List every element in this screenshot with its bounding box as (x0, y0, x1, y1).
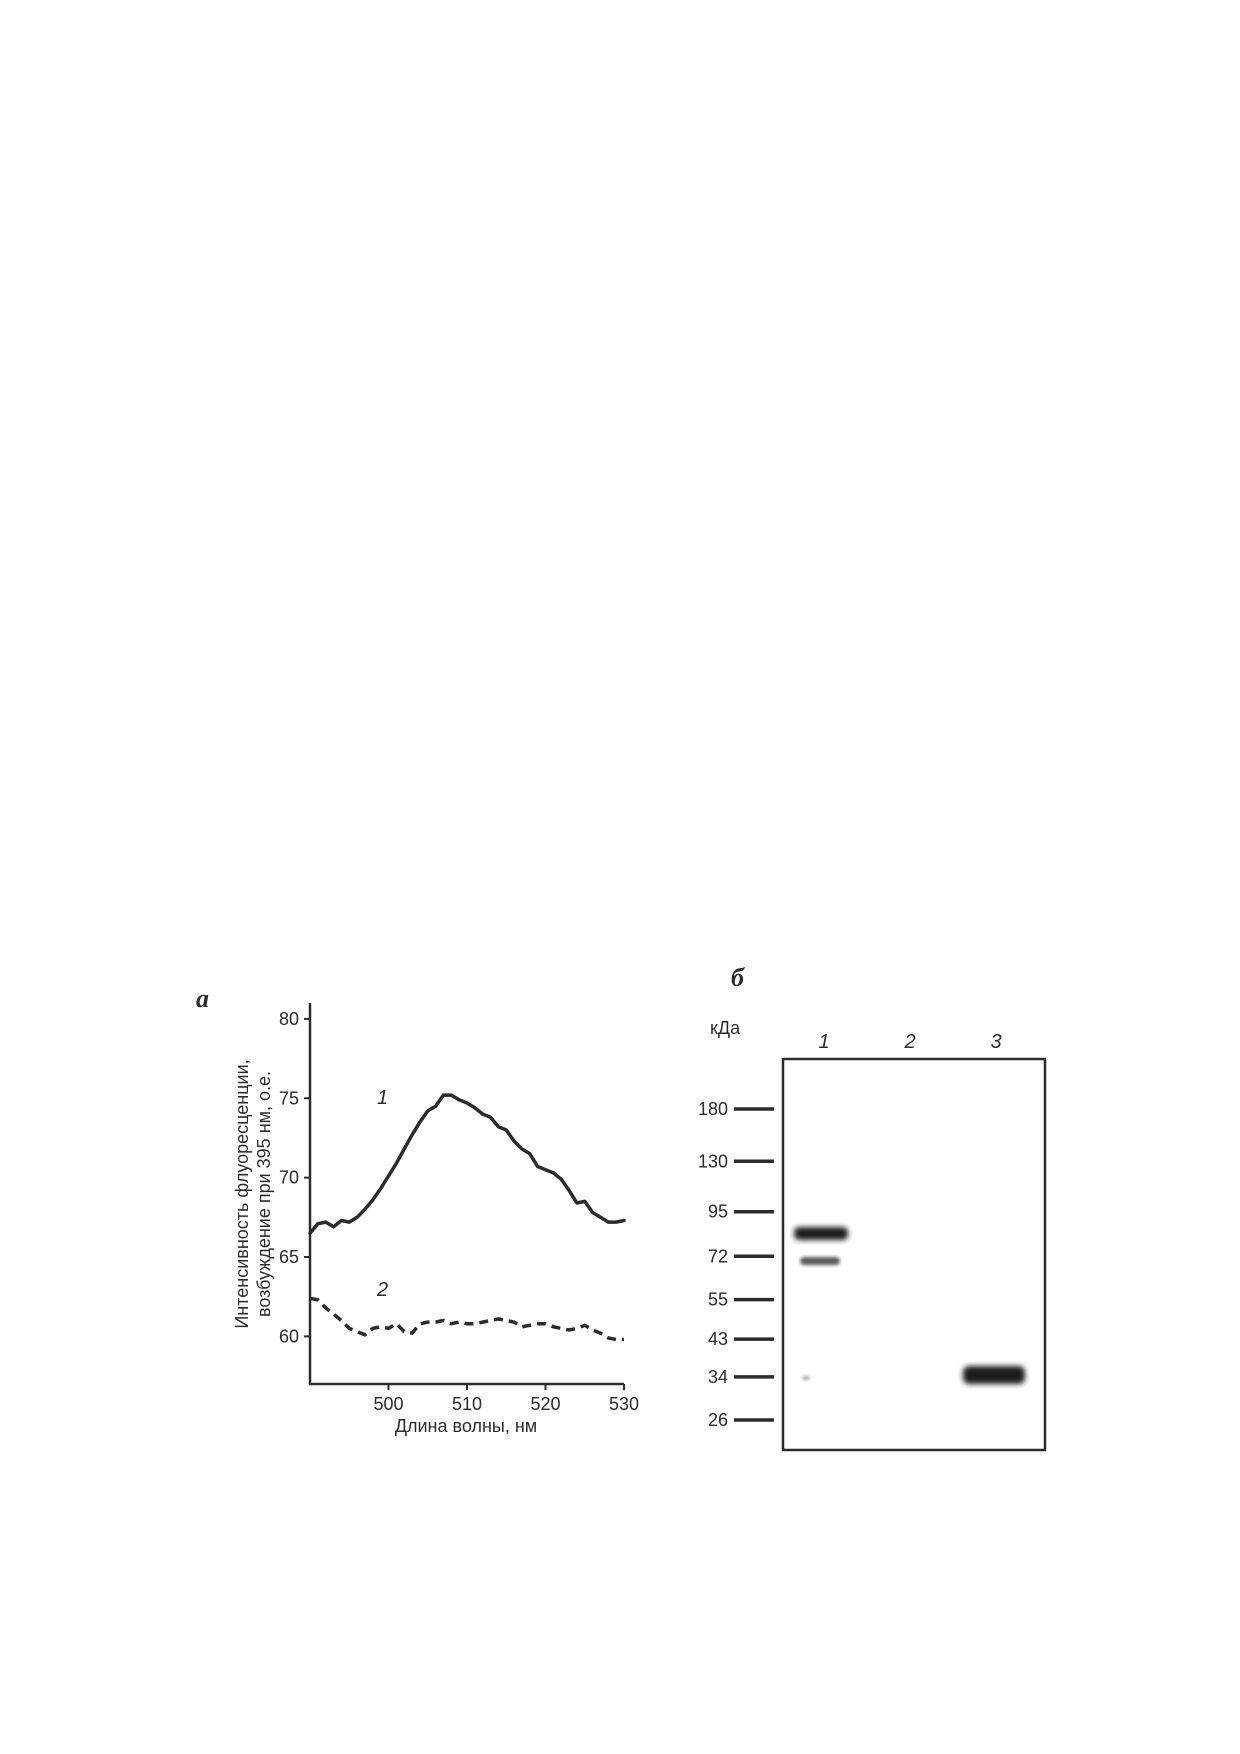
marker-label: 95 (708, 1202, 728, 1222)
series-2-line (309, 1296, 624, 1342)
marker-label: 72 (708, 1246, 728, 1266)
band-lane-1-strong (794, 1227, 848, 1240)
panel-a-letter: а (196, 984, 209, 1013)
lane-label-2: 2 (903, 1031, 915, 1053)
lane-label-1: 1 (818, 1031, 829, 1053)
y-tick-label: 75 (279, 1088, 299, 1108)
gel-frame (781, 1057, 1047, 1452)
x-tick-label: 500 (373, 1394, 403, 1414)
x-tick-label: 530 (609, 1394, 639, 1414)
x-tick-label: 510 (452, 1394, 482, 1414)
gel-blot: б кДа 1 2 3 180 130 95 72 55 43 34 26 (698, 963, 1047, 1452)
gel-bands (794, 1227, 1025, 1384)
marker-label: 34 (708, 1367, 728, 1387)
spectrum-chart: а 60 65 70 75 80 500 510 520 530 1 2 Длина волн… (196, 984, 639, 1436)
band-lane-3-strong (963, 1366, 1025, 1384)
x-ticks: 500 510 520 530 (373, 1384, 639, 1414)
series-2-label: 2 (376, 1279, 388, 1301)
lane-label-3: 3 (990, 1031, 1001, 1053)
band-lane-1-weak (800, 1257, 840, 1265)
y-axis-title-line-2: возбуждение при 395 нм, о.е. (254, 1071, 274, 1317)
marker-label: 26 (708, 1410, 728, 1430)
y-tick-label: 70 (279, 1168, 299, 1188)
gel-markers: 180 130 95 72 55 43 34 26 (698, 1099, 774, 1430)
series-1-line (308, 1093, 626, 1235)
band-lane-1-trace (802, 1376, 810, 1380)
marker-label: 180 (698, 1099, 728, 1119)
y-tick-label: 80 (279, 1009, 299, 1029)
y-tick-label: 60 (279, 1326, 299, 1346)
marker-label: 130 (698, 1151, 728, 1171)
x-axis-title: Длина волны, нм (395, 1416, 537, 1436)
series-1-label: 1 (377, 1087, 388, 1109)
panel-b-letter: б (731, 963, 745, 992)
y-ticks: 60 65 70 75 80 (279, 1009, 310, 1346)
y-axis-title-line-1: Интенсивность флуоресценции, (232, 1059, 252, 1328)
marker-label: 55 (708, 1290, 728, 1310)
y-tick-label: 65 (279, 1247, 299, 1267)
x-tick-label: 520 (530, 1394, 560, 1414)
kda-unit-label: кДа (710, 1018, 741, 1038)
marker-label: 43 (708, 1329, 728, 1349)
